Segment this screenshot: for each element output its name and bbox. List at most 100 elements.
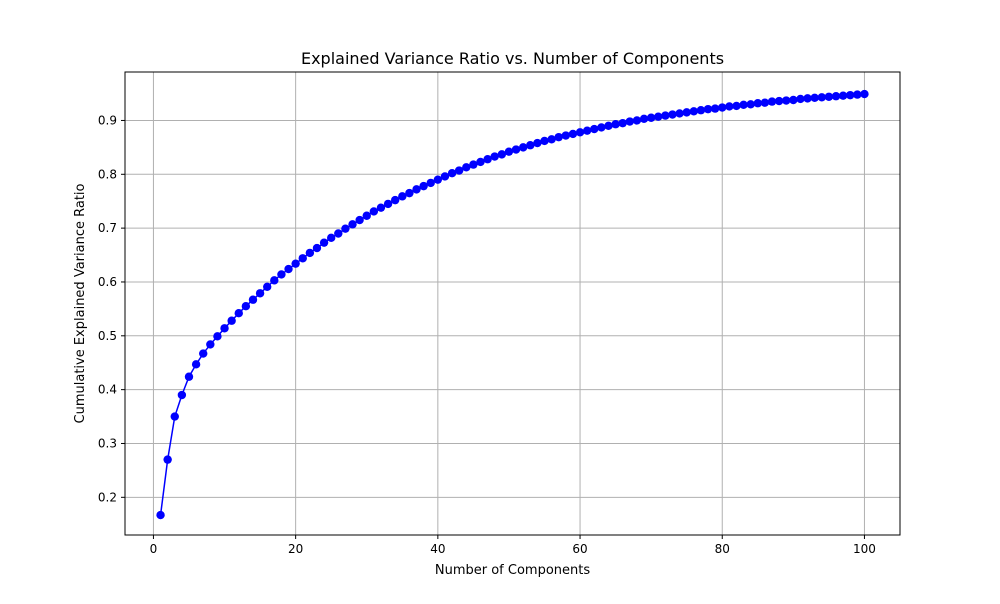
data-point [533, 138, 542, 148]
data-point [248, 295, 258, 304]
data-point [789, 95, 798, 105]
data-point [291, 259, 300, 268]
y-tick-label: 0.3 [98, 436, 117, 450]
data-point [241, 301, 251, 311]
data-point [163, 455, 172, 464]
data-point [803, 94, 812, 103]
data-point [376, 203, 386, 212]
data-point [767, 97, 777, 106]
axis-ticks: 0 20 40 60 80 100 0.2 0.3 0.4 0.5 0.6 0.7 0.8 0.9 [98, 113, 876, 556]
data-point [412, 185, 421, 194]
y-tick-label: 0.5 [98, 329, 117, 343]
data-point [234, 308, 243, 318]
data-point [213, 332, 222, 341]
data-point [312, 243, 322, 253]
data-point [696, 106, 706, 115]
data-point [632, 116, 642, 125]
y-axis-label: Cumulative Explained Variance Ratio [73, 183, 88, 423]
data-point [518, 143, 528, 152]
x-tick-label: 40 [430, 542, 445, 556]
data-point [590, 124, 599, 134]
data-point [263, 282, 272, 292]
data-point [334, 229, 343, 238]
data-point [853, 90, 862, 99]
data-point [184, 372, 194, 381]
data-point [369, 207, 379, 216]
data-point [170, 412, 179, 421]
y-tick-label: 0.8 [98, 167, 117, 181]
data-point [526, 141, 535, 150]
data-point [831, 92, 841, 101]
data-point [860, 89, 869, 99]
data-point [540, 136, 549, 146]
y-tick-label: 0.9 [98, 113, 117, 127]
x-axis-label: Number of Components [435, 563, 590, 578]
data-point [796, 94, 805, 104]
data-point [675, 109, 684, 118]
data-point [341, 224, 350, 233]
y-tick-label: 0.4 [98, 383, 117, 397]
data-point [654, 112, 663, 121]
y-tick-label: 0.2 [98, 490, 117, 504]
data-point [718, 103, 727, 112]
data-point [362, 211, 371, 220]
data-point [668, 110, 677, 119]
data-point [476, 157, 485, 167]
data-point [575, 128, 585, 137]
y-tick-label: 0.6 [98, 275, 117, 289]
data-point [298, 254, 307, 263]
data-point [739, 100, 748, 110]
data-point [782, 96, 791, 105]
data-point [277, 270, 286, 279]
data-point [554, 132, 563, 142]
data-point [689, 107, 699, 116]
data-point [454, 166, 464, 175]
chart-title: Explained Variance Ratio vs. Number of C… [301, 49, 724, 68]
data-point [348, 220, 357, 229]
data-point [220, 324, 229, 333]
data-point [483, 155, 492, 164]
data-point [390, 195, 400, 205]
data-point [611, 120, 620, 129]
data-point [625, 117, 635, 126]
data-point [419, 181, 428, 191]
data-point [753, 99, 762, 108]
data-point [433, 175, 443, 184]
data-point [774, 96, 784, 106]
data-point [255, 289, 265, 298]
data-point [462, 163, 471, 172]
data-point [810, 93, 819, 103]
data-point [319, 238, 329, 247]
data-point [490, 152, 499, 161]
data-point [383, 199, 393, 209]
data-point [504, 147, 514, 156]
plot-frame [124, 71, 901, 536]
x-tick-label: 0 [150, 542, 158, 556]
data-point [618, 118, 627, 128]
data-point [568, 129, 578, 139]
data-point [646, 113, 656, 122]
x-tick-label: 80 [715, 542, 730, 556]
data-point [838, 91, 848, 100]
data-point [177, 390, 187, 400]
data-point [824, 92, 834, 101]
data-point [156, 510, 165, 520]
data-point [497, 150, 507, 159]
data-point [846, 90, 855, 100]
data-point [284, 264, 293, 274]
data-point [405, 188, 414, 198]
data-point [561, 131, 571, 140]
x-tick-label: 60 [572, 542, 587, 556]
data-point [326, 233, 336, 243]
data-point [710, 104, 720, 113]
data-point [547, 135, 556, 144]
data-point [199, 349, 208, 358]
data-point [661, 111, 670, 120]
data-point [817, 93, 826, 102]
data-point [270, 276, 279, 285]
x-tick-label: 20 [288, 542, 303, 556]
data-point [760, 98, 770, 107]
data-point [227, 316, 236, 325]
